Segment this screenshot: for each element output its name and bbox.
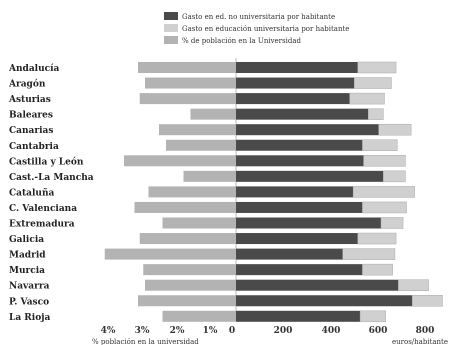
region-label: Navarra	[9, 282, 50, 292]
bar-population-pct	[190, 108, 236, 120]
legend-entry: Gasto en ed. no universitaria por habita…	[182, 13, 335, 21]
bar-population-pct	[159, 124, 236, 136]
bar-population-pct	[124, 155, 236, 167]
bar-university-spend	[359, 310, 386, 323]
right-axis-tick: 600	[369, 326, 388, 336]
bar-non-university-spend	[236, 124, 379, 136]
region-label: Cantabria	[9, 142, 59, 152]
bar-non-university-spend	[236, 217, 381, 229]
bar-non-university-spend	[236, 139, 363, 151]
region-label: C. Valenciana	[9, 204, 77, 214]
region-label: Cataluña	[9, 187, 54, 198]
right-axis-title: euros/habitante	[392, 338, 448, 345]
region-label: Baleares	[9, 111, 53, 121]
region-label: Asturias	[8, 95, 51, 105]
bar-population-pct	[104, 248, 236, 260]
region-label: Aragón	[8, 79, 46, 90]
bar-university-spend	[383, 170, 406, 183]
bar-university-spend	[362, 263, 393, 276]
legend-entry: Gasto en educación universitaria por hab…	[182, 25, 349, 33]
bar-university-spend	[362, 201, 407, 214]
bar-non-university-spend	[236, 248, 343, 260]
region-label: Madrid	[9, 251, 46, 261]
bar-non-university-spend	[236, 108, 369, 120]
left-axis-tick: 3%	[135, 326, 150, 336]
bar-non-university-spend	[236, 279, 399, 291]
region-label: P. Vasco	[9, 297, 49, 307]
region-label: Murcia	[9, 266, 45, 276]
left-axis-tick: 0	[229, 326, 235, 336]
bar-population-pct	[145, 279, 236, 291]
bar-university-spend	[352, 186, 415, 198]
region-label: Andalucía	[8, 63, 60, 74]
region-label: Canarias	[9, 126, 53, 136]
bar-population-pct	[166, 139, 236, 151]
bar-population-pct	[162, 310, 236, 322]
bar-non-university-spend	[236, 170, 384, 182]
bar-non-university-spend	[236, 233, 358, 245]
bar-population-pct	[139, 93, 236, 105]
bar-population-pct	[162, 217, 236, 229]
bar-university-spend	[398, 279, 429, 291]
region-label: Castilla y León	[9, 156, 84, 167]
bar-non-university-spend	[236, 264, 363, 276]
region-label: Galicia	[9, 235, 44, 245]
right-axis-tick: 800	[416, 326, 435, 336]
bar-non-university-spend	[236, 62, 358, 73]
bar-university-spend	[367, 108, 384, 120]
bar-non-university-spend	[236, 77, 355, 89]
bar-non-university-spend	[236, 201, 363, 213]
bar-university-spend	[342, 248, 396, 260]
bar-university-spend	[363, 155, 406, 167]
bar-university-spend	[357, 61, 397, 74]
region-label: La Rioja	[9, 313, 50, 323]
bar-university-spend	[378, 123, 412, 136]
bar-population-pct	[148, 186, 236, 198]
bar-university-spend	[349, 92, 385, 105]
bar-non-university-spend	[236, 310, 361, 322]
left-axis-tick: 2%	[170, 326, 185, 336]
right-axis-tick: 400	[322, 326, 341, 336]
bar-population-pct	[143, 264, 236, 276]
region-label: Cast.-La Mancha	[9, 173, 94, 183]
legend-swatch	[164, 36, 178, 44]
legend-swatch	[164, 24, 178, 32]
legend-swatch	[164, 12, 178, 20]
bar-university-spend	[412, 295, 443, 307]
left-axis-tick: 1%	[203, 326, 218, 336]
bar-population-pct	[183, 170, 236, 182]
left-axis-title: % población en la universidad	[92, 338, 199, 345]
bar-university-spend	[362, 139, 398, 151]
right-axis-tick: 200	[274, 326, 293, 336]
bar-population-pct	[138, 295, 236, 307]
bar-population-pct	[134, 201, 236, 213]
legend-entry: % de población en la Universidad	[182, 37, 302, 45]
bar-university-spend	[357, 232, 397, 245]
bar-population-pct	[138, 62, 236, 73]
bar-university-spend	[354, 77, 392, 89]
bar-population-pct	[139, 233, 236, 245]
bar-non-university-spend	[236, 186, 354, 198]
bar-non-university-spend	[236, 93, 350, 105]
bar-non-university-spend	[236, 295, 413, 307]
bar-university-spend	[380, 217, 404, 229]
left-axis-tick: 4%	[101, 326, 116, 336]
bar-population-pct	[145, 77, 236, 89]
region-label: Extremadura	[9, 220, 75, 230]
bar-non-university-spend	[236, 155, 364, 167]
